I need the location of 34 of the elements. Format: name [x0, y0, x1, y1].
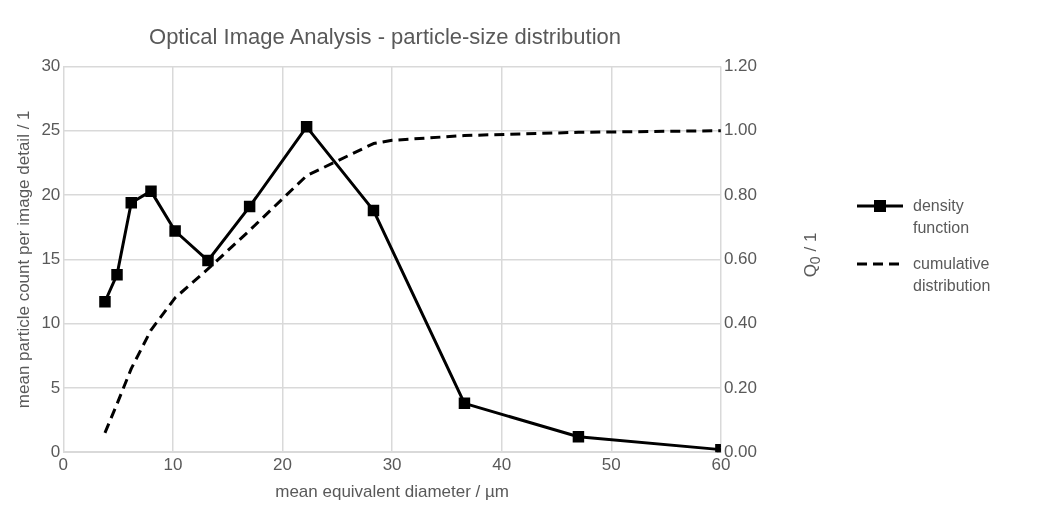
y-axis-title: mean particle count per image detail / 1: [13, 110, 33, 409]
y-tick-label: 0: [50, 441, 61, 461]
point: [202, 254, 214, 267]
y-tick-label: 30: [41, 56, 61, 76]
legend-label: density function: [913, 196, 971, 238]
point: [145, 185, 157, 197]
chart-title: Optical Image Analysis - particle-size distribution: [149, 24, 621, 50]
point: [458, 397, 471, 410]
y2-tick-label: 0.60: [723, 248, 758, 268]
point: [572, 431, 585, 443]
y-tick-label: 5: [50, 377, 61, 397]
point: [111, 268, 123, 281]
x-tick-label: 10: [163, 455, 183, 475]
y2-tick-label: 0.40: [723, 313, 758, 333]
x-axis-title: mean equivalent diameter / µm: [275, 482, 509, 502]
point: [125, 196, 137, 209]
x-tick-label: 50: [601, 455, 621, 475]
point: [169, 225, 181, 237]
point: [300, 121, 313, 133]
y2-tick-label: 1.00: [723, 120, 758, 140]
x-tick-label: 40: [492, 455, 512, 475]
x-tick-label: 30: [382, 455, 402, 475]
point: [243, 200, 256, 213]
point: [99, 296, 111, 308]
y-tick-label: 25: [41, 120, 61, 140]
legend-label: cumulative distribution: [913, 254, 992, 296]
y2-tick-label: 0.20: [723, 377, 758, 397]
y-tick-label: 15: [41, 248, 61, 268]
y2-tick-label: 1.20: [723, 56, 758, 76]
y2-tick-label: 0.80: [723, 184, 758, 204]
y-tick-label: 10: [41, 313, 61, 333]
x-tick-label: 20: [273, 455, 292, 475]
point: [367, 204, 380, 217]
y-tick-label: 20: [41, 184, 61, 204]
